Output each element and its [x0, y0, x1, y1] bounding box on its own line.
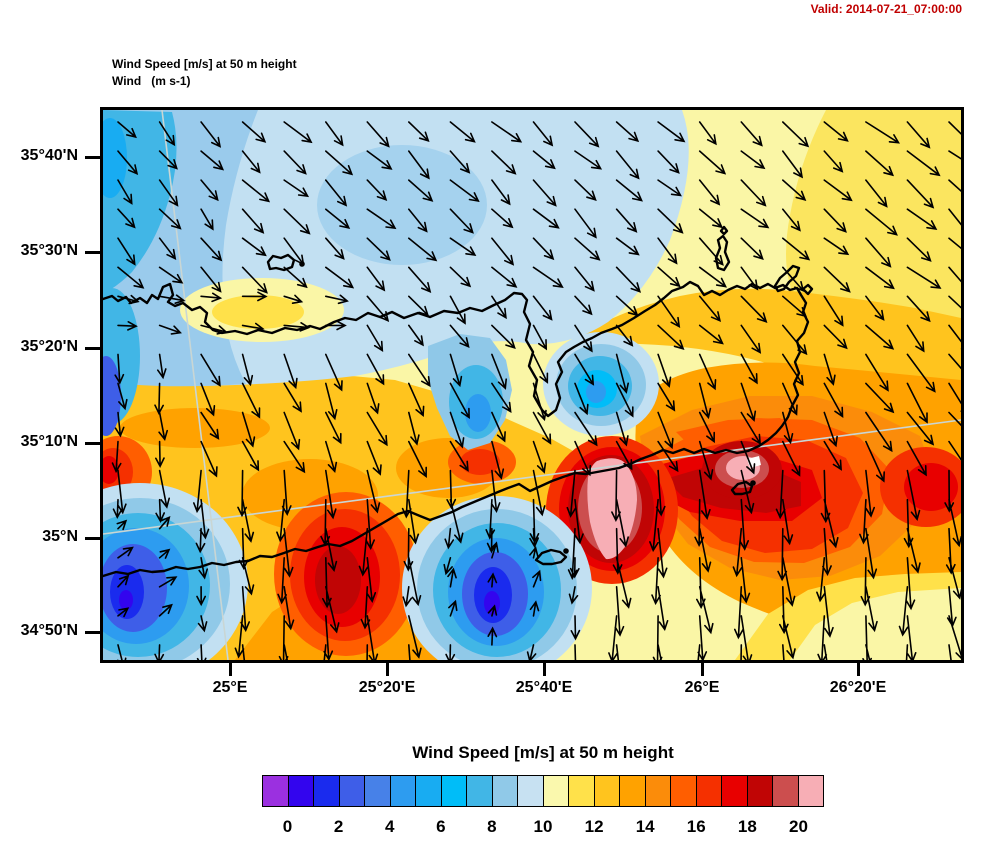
colorbar-segment	[773, 776, 799, 806]
gavdos-island	[534, 548, 568, 566]
lon-tick-mark	[228, 663, 232, 676]
colorbar-tick-label: 16	[686, 817, 706, 836]
colorbar-segment	[543, 776, 569, 806]
colorbar-segment	[314, 776, 340, 806]
wind-arrows	[111, 121, 961, 660]
crete-north-and-south-coast	[103, 280, 810, 578]
lat-tick-label: 34°50'N	[20, 622, 78, 639]
colorbar-segment	[492, 776, 518, 806]
lon-tick-label: 25°20'E	[358, 679, 416, 696]
colorbar-segment	[696, 776, 722, 806]
lat-tick-mark	[85, 250, 103, 254]
colorbar-tick-label: 10	[533, 817, 553, 836]
lat-tick-label: 35°10'N	[20, 433, 78, 450]
lon-tick-label: 26°20'E	[829, 679, 887, 696]
colorbar-segment	[594, 776, 620, 806]
lon-tick-label: 25°E	[212, 679, 248, 696]
colorbar-segment	[671, 776, 697, 806]
lat-tick-label: 35°40'N	[20, 147, 78, 164]
lat-tick-mark	[85, 155, 103, 159]
colorbar-tick-label: 4	[384, 817, 395, 836]
map-frame	[100, 107, 964, 663]
colorbar-segment	[518, 776, 544, 806]
colorbar-segment	[365, 776, 391, 806]
colorbar-title: Wind Speed [m/s] at 50 m height	[412, 743, 674, 762]
lat-tick-mark	[85, 630, 103, 634]
colorbar-tick-label: 2	[333, 817, 344, 836]
lat-tick-label: 35°N	[42, 528, 78, 545]
colorbar-segment	[416, 776, 442, 806]
colorbar-segment	[798, 776, 823, 806]
dionysades-island	[714, 234, 731, 272]
meridian-line	[161, 110, 229, 660]
islet-dot-3	[750, 480, 756, 486]
colorbar-segment	[722, 776, 748, 806]
northeast-islets	[773, 264, 801, 293]
plot-title-line2: Wind (m s-1)	[112, 74, 191, 88]
elasa-islet	[801, 283, 814, 296]
dia-island	[266, 253, 296, 272]
colorbar-segment	[263, 776, 289, 806]
dionysades-islet	[719, 225, 729, 236]
colorbar-tick-label: 14	[635, 817, 655, 836]
lat-tick-mark	[85, 346, 103, 350]
colorbar-segment	[339, 776, 365, 806]
lat-tick-mark	[85, 441, 103, 445]
islet-dot-2	[563, 548, 569, 554]
colorbar-segment	[288, 776, 314, 806]
lon-tick-label: 25°40'E	[515, 679, 573, 696]
wind-arrow-glyphs	[111, 121, 961, 660]
chrysi-island	[730, 480, 754, 496]
colorbar-tick-label: 20	[788, 817, 808, 836]
colorbar-segment	[441, 776, 467, 806]
lon-tick-label: 26°E	[684, 679, 720, 696]
colorbar-segment	[467, 776, 493, 806]
plot-title-line1: Wind Speed [m/s] at 50 m height	[112, 57, 297, 71]
colorbar-tick-label: 6	[436, 817, 446, 836]
colorbar-segment	[569, 776, 595, 806]
lon-tick-mark	[542, 663, 546, 676]
colorbar-tick-label: 8	[487, 817, 497, 836]
wind-speed-map	[103, 110, 961, 660]
lon-tick-mark	[385, 663, 389, 676]
lon-tick-mark	[856, 663, 860, 676]
colorbar	[262, 775, 824, 807]
colorbar-segment	[747, 776, 773, 806]
lat-tick-label: 35°20'N	[20, 338, 78, 355]
wind-field	[103, 110, 961, 660]
colorbar-segment	[390, 776, 416, 806]
colorbar-tick-label: 12	[584, 817, 604, 836]
colorbar-segment	[645, 776, 671, 806]
lon-tick-mark	[700, 663, 704, 676]
colorbar-tick-label: 18	[737, 817, 757, 836]
colorbar-segment	[620, 776, 646, 806]
valid-time-label: Valid: 2014-07-21_07:00:00	[810, 2, 962, 16]
lat-tick-mark	[85, 536, 103, 540]
lat-tick-label: 35°30'N	[20, 242, 78, 259]
colorbar-tick-label: 0	[282, 817, 293, 836]
